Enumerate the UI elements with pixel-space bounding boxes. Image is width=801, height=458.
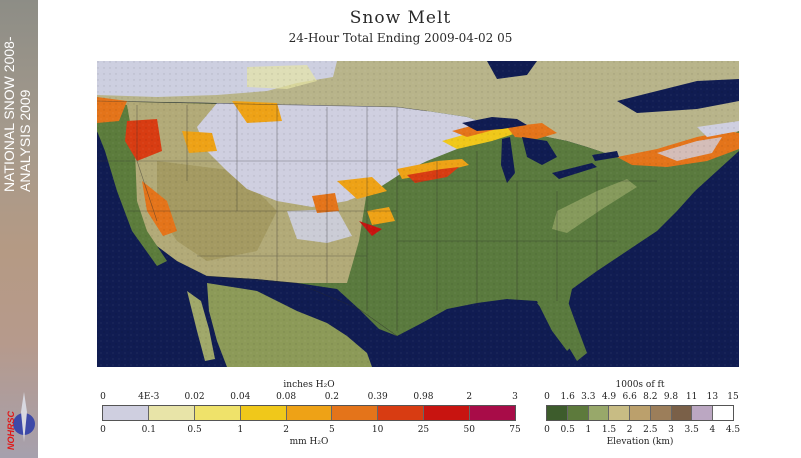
tick-label: 1.6 <box>560 392 575 402</box>
tick-label: 75 <box>509 425 521 435</box>
elev_legend-swatch <box>712 406 734 420</box>
tick-label: 11 <box>685 392 698 402</box>
map-image <box>97 61 739 367</box>
tick-label: 2 <box>283 425 289 435</box>
tick-label: 50 <box>463 425 475 435</box>
tick-label: 1 <box>237 425 244 435</box>
elev-legend-top-unit: 1000s of ft <box>615 380 665 390</box>
tick-label: 0.2 <box>324 392 340 402</box>
tick-label: 2 <box>466 392 473 402</box>
elevation-color-bar <box>546 405 734 421</box>
melt_legend-swatch <box>469 406 516 420</box>
melt_legend-swatch <box>377 406 424 420</box>
tick-label: 5 <box>329 425 335 435</box>
elev_legend-swatch <box>547 406 567 420</box>
melt_legend-swatch <box>147 406 194 420</box>
tick-label: 4.9 <box>601 392 617 402</box>
tick-label: 15 <box>727 392 739 402</box>
tick-label: 0.39 <box>367 392 388 402</box>
tick-label: 0.04 <box>230 392 251 402</box>
elev_legend-swatch <box>649 406 671 420</box>
tick-label: 0.98 <box>413 392 434 402</box>
melt_legend-swatch <box>103 406 148 420</box>
tick-label: 0 <box>544 392 550 402</box>
tick-label: 13 <box>706 392 719 402</box>
melt_legend-swatch <box>423 406 470 420</box>
banner-text: NATIONAL SNOW 2008- ANALYSIS 2009 <box>1 36 33 192</box>
logo-text: NOHRSC <box>6 410 16 450</box>
tick-label: 4.5 <box>725 425 741 435</box>
tick-label: 25 <box>417 425 430 435</box>
elev_legend-swatch <box>629 406 650 420</box>
snow-melt-map <box>97 61 739 367</box>
tick-label: 0 <box>100 425 106 435</box>
tick-label: 0.1 <box>141 425 156 435</box>
nohrsc-logo: NOHRSC <box>6 392 35 450</box>
elev_legend-swatch <box>608 406 630 420</box>
tick-label: 0.5 <box>560 425 575 435</box>
melt-legend-top-unit: inches H₂O <box>283 380 335 390</box>
tick-label: 4E-3 <box>138 392 160 402</box>
melt_legend-swatch <box>239 406 286 420</box>
tick-label: 2 <box>626 425 633 435</box>
melt-color-bar <box>102 405 516 421</box>
tick-label: 1.5 <box>601 425 617 435</box>
tick-label: 0 <box>544 425 550 435</box>
tick-label: 0.5 <box>187 425 202 435</box>
tick-label: 1 <box>585 425 592 435</box>
map-title: Snow Melt <box>349 8 452 28</box>
melt-legend-bottom-unit: mm H₂O <box>289 437 329 447</box>
tick-label: 6.6 <box>622 392 637 402</box>
tick-label: 3 <box>668 425 674 435</box>
elev_legend-swatch <box>670 406 692 420</box>
tick-label: 4 <box>709 425 716 435</box>
tick-label: 0 <box>100 392 106 402</box>
tick-label: 0.08 <box>276 392 297 402</box>
elev_legend-swatch <box>587 406 609 420</box>
melt_legend-swatch <box>193 406 240 420</box>
melt_legend-swatch <box>331 406 378 420</box>
tick-label: 8.2 <box>643 392 658 402</box>
elev_legend-swatch <box>691 406 713 420</box>
tick-label: 0.02 <box>184 392 205 402</box>
banner-line1: NATIONAL SNOW 2008- <box>1 36 17 192</box>
tick-label: 3 <box>512 392 518 402</box>
tick-label: 9.8 <box>663 392 679 402</box>
melt_legend-swatch <box>285 406 332 420</box>
elev-legend-bottom-unit: Elevation (km) <box>606 437 674 447</box>
tick-label: 3.3 <box>581 392 596 402</box>
side-banner: NATIONAL SNOW 2008- ANALYSIS 2009 NOHRSC <box>0 0 38 458</box>
tick-label: 10 <box>371 425 384 435</box>
banner-line2: ANALYSIS 2009 <box>17 89 33 192</box>
elev_legend-swatch <box>566 406 588 420</box>
tick-label: 3.5 <box>684 425 699 435</box>
map-subtitle: 24-Hour Total Ending 2009-04-02 05 <box>288 31 513 45</box>
tick-label: 2.5 <box>643 425 658 435</box>
